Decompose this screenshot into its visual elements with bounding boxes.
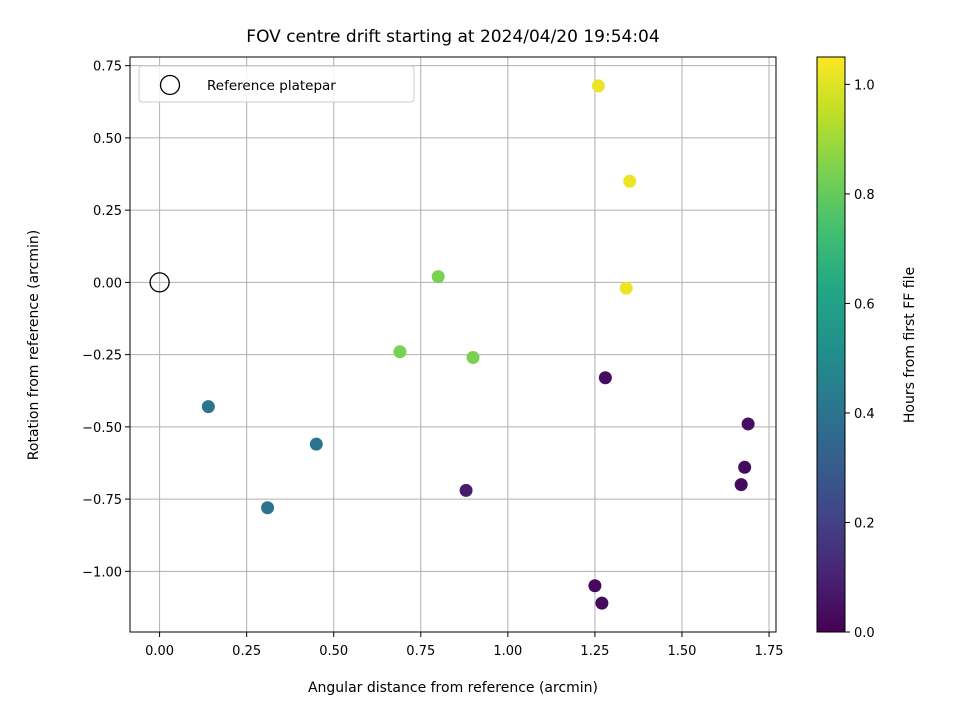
colorbar-label: Hours from first FF file [902,267,918,423]
x-axis: 0.00 0.25 0.50 0.75 1.00 1.25 1.50 1.75 [145,632,784,659]
colorbar-tick-label: 0.8 [854,188,875,203]
x-tick-label: 1.00 [493,644,522,659]
data-point [309,437,323,451]
legend-box [138,65,415,103]
data-point [741,417,755,431]
data-point [591,79,605,93]
data-point [598,371,612,385]
x-tick-label: 1.75 [755,644,784,659]
y-tick-label: 0.50 [93,132,122,147]
plot-frame [129,56,777,633]
y-tick-label: −0.25 [82,349,122,364]
x-tick-label: 0.50 [319,644,348,659]
data-point [393,345,407,359]
x-tick-label: 0.75 [406,644,435,659]
x-axis-label: Angular distance from reference (arcmin) [308,680,598,696]
colorbar: 0.0 0.2 0.4 0.6 0.8 1.0 Hours from first FF f… [816,56,918,641]
colorbar-tick-label: 0.4 [854,407,875,422]
colorbar-gradient [816,56,846,633]
colorbar-tick-label: 1.0 [854,78,875,93]
colorbar-tick-label: 0.0 [854,626,875,641]
data-point [588,579,602,593]
y-tick-label: 0.25 [93,204,122,219]
data-point [201,400,215,414]
y-tick-label: 0.00 [93,276,122,291]
colorbar-tick-label: 0.2 [854,516,875,531]
data-point [734,478,748,492]
reference-point [149,272,170,293]
y-tick-label: −0.50 [82,421,122,436]
y-tick-label: −1.00 [82,565,122,580]
grid-layer [130,57,776,632]
y-axis-label: Rotation from reference (arcmin) [26,230,42,460]
y-tick-label: 0.75 [93,60,122,75]
x-tick-label: 0.00 [145,644,174,659]
y-axis: 0.75 0.50 0.25 0.00 −0.25 −0.50 −0.75 −1.00 [82,60,130,580]
legend: Reference platepar [138,65,415,103]
data-point [595,596,609,610]
data-point [459,483,473,497]
data-point [623,174,637,188]
colorbar-tick-label: 0.6 [854,297,875,312]
data-point [466,351,480,365]
chart-title: FOV centre drift starting at 2024/04/20 … [246,27,659,47]
colorbar-ticks: 0.0 0.2 0.4 0.6 0.8 1.0 [845,78,875,641]
x-tick-label: 1.50 [667,644,696,659]
points-layer [149,79,755,610]
legend-label: Reference platepar [207,78,336,94]
y-tick-label: −0.75 [82,493,122,508]
data-point [619,281,633,295]
x-tick-label: 1.25 [580,644,609,659]
data-point [431,270,445,284]
data-point [738,460,752,474]
data-point [261,501,275,515]
legend-marker-open-circle [159,74,181,96]
x-tick-label: 0.25 [232,644,261,659]
